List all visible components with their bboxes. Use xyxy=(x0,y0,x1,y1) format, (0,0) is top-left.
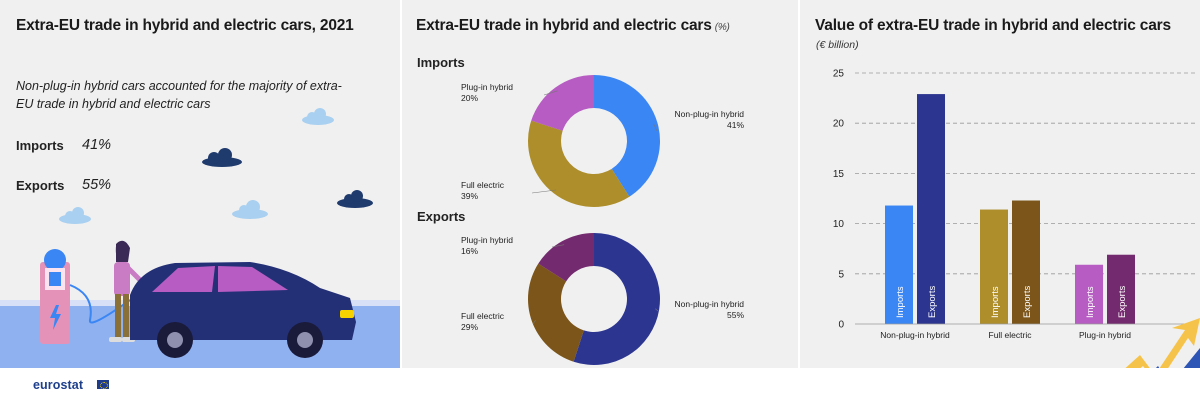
imports-label: Imports xyxy=(16,138,64,153)
bar-series-label: Imports xyxy=(895,286,906,318)
slice-value-label: 16% xyxy=(461,246,478,256)
bar xyxy=(885,205,913,324)
cloud-icon xyxy=(202,148,242,167)
leader-line xyxy=(531,189,557,194)
x-category-label: Plug-in hybrid xyxy=(1079,330,1131,340)
bar xyxy=(1107,254,1135,324)
leader-line xyxy=(543,90,558,96)
unit-label: (%) xyxy=(714,22,730,33)
slice-category-label: Plug-in hybrid xyxy=(461,82,513,92)
unit-label: (€ billion) xyxy=(816,39,859,51)
bar-series-label: Exports xyxy=(1117,286,1128,318)
donut-slice xyxy=(573,233,660,366)
bar xyxy=(917,94,945,324)
donut-slice xyxy=(538,233,594,282)
y-tick-label: 5 xyxy=(838,269,844,280)
donut-slice xyxy=(528,263,584,362)
slice-category-label: Plug-in hybrid xyxy=(461,235,513,245)
leader-line xyxy=(532,319,536,325)
slice-value-label: 39% xyxy=(461,191,478,201)
bar-series-label: Imports xyxy=(990,286,1001,318)
bar xyxy=(1075,264,1103,324)
y-tick-label: 10 xyxy=(833,219,845,230)
slice-value-label: 29% xyxy=(461,322,478,332)
cloud-icon xyxy=(337,190,373,208)
exports-value: 55% xyxy=(82,177,112,193)
bar xyxy=(1012,200,1040,324)
leader-line xyxy=(655,308,659,312)
imports-section-label: Imports xyxy=(417,55,465,70)
cloud-icon xyxy=(59,207,91,224)
slice-category-label: Non-plug-in hybrid xyxy=(675,109,745,119)
subtitle: Non-plug-in hybrid cars accounted for th… xyxy=(16,79,342,111)
panel-title: Extra-EU trade in hybrid and electric ca… xyxy=(16,17,354,34)
eurostat-swoosh xyxy=(1092,318,1200,400)
x-category-label: Full electric xyxy=(989,330,1033,340)
bar xyxy=(980,209,1008,324)
cloud-icon xyxy=(302,108,334,125)
slice-value-label: 20% xyxy=(461,93,478,103)
panel-title: Value of extra-EU trade in hybrid and el… xyxy=(815,17,1171,34)
donut-panel: Extra-EU trade in hybrid and electric ca… xyxy=(402,0,798,368)
y-tick-label: 0 xyxy=(838,320,844,331)
imports-value: 41% xyxy=(82,137,112,153)
slice-value-label: 55% xyxy=(727,310,744,320)
leader-line xyxy=(551,244,565,248)
exports-label: Exports xyxy=(16,178,65,193)
cloud-icon xyxy=(232,200,268,219)
y-tick-label: 25 xyxy=(833,69,845,80)
eu-flag-icon xyxy=(97,380,109,389)
panel-title: Extra-EU trade in hybrid and electric ca… xyxy=(416,17,730,34)
exports-section-label: Exports xyxy=(417,209,466,224)
donut-slice xyxy=(528,120,630,207)
bar-panel: Value of extra-EU trade in hybrid and el… xyxy=(800,0,1200,400)
bar-series-label: Imports xyxy=(1085,286,1096,318)
eurostat-logo: eurostat xyxy=(33,378,84,392)
bar-chart: 0 5 10 15 20 25 Imports Exports Non-plug-in hybr… xyxy=(833,69,1195,340)
footer xyxy=(0,368,1200,400)
leader-line xyxy=(653,123,658,132)
charging-station-icon xyxy=(40,249,131,344)
y-tick-label: 15 xyxy=(833,169,845,180)
donut-slice xyxy=(594,75,660,197)
y-tick-label: 20 xyxy=(833,119,845,130)
x-category-label: Non-plug-in hybrid xyxy=(880,330,950,340)
slice-category-label: Non-plug-in hybrid xyxy=(675,299,745,309)
car-icon xyxy=(130,262,356,358)
infographic-panel: Extra-EU trade in hybrid and electric ca… xyxy=(0,0,400,368)
donut-slice xyxy=(531,75,594,131)
slice-category-label: Full electric xyxy=(461,180,505,190)
person-icon xyxy=(109,240,142,342)
bar-series-label: Exports xyxy=(927,286,938,318)
charging-car-illustration xyxy=(0,108,400,368)
slice-category-label: Full electric xyxy=(461,311,505,321)
bar-series-label: Exports xyxy=(1022,286,1033,318)
slice-value-label: 41% xyxy=(727,120,744,130)
